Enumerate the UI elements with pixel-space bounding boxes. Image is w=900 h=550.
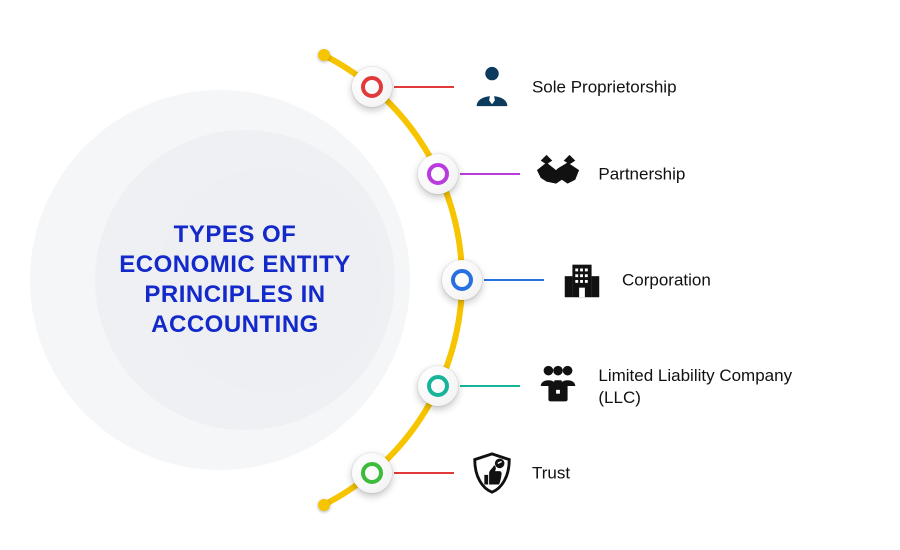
handshake-icon [533, 149, 583, 199]
page-title: TYPES OF ECONOMIC ENTITY PRINCIPLES IN A… [105, 220, 365, 340]
shield-thumb-icon [467, 448, 517, 498]
connector-line [460, 385, 520, 387]
connector-line [460, 173, 520, 175]
node-ring [427, 375, 449, 397]
item-label: Limited Liability Company (LLC) [598, 365, 798, 408]
connector-line [484, 279, 544, 281]
item-label: Trust [532, 462, 570, 483]
arc-endcap [318, 499, 330, 511]
node-ring [451, 269, 473, 291]
item-label: Corporation [622, 269, 711, 290]
node-ring [361, 462, 383, 484]
arc-endcap [318, 49, 330, 61]
connector-line [394, 472, 454, 474]
person-tie-icon [467, 62, 517, 112]
node-ring [361, 76, 383, 98]
node-ring [427, 163, 449, 185]
building-icon [557, 255, 607, 305]
arc-node [352, 453, 392, 493]
arc-node [442, 260, 482, 300]
arc-node [418, 154, 458, 194]
people-briefcase-icon [533, 361, 583, 411]
infographic-stage: TYPES OF ECONOMIC ENTITY PRINCIPLES IN A… [0, 0, 900, 550]
arc-node [418, 366, 458, 406]
connector-line [394, 86, 454, 88]
item-label: Partnership [598, 163, 685, 184]
arc-node [352, 67, 392, 107]
item-label: Sole Proprietorship [532, 76, 677, 97]
